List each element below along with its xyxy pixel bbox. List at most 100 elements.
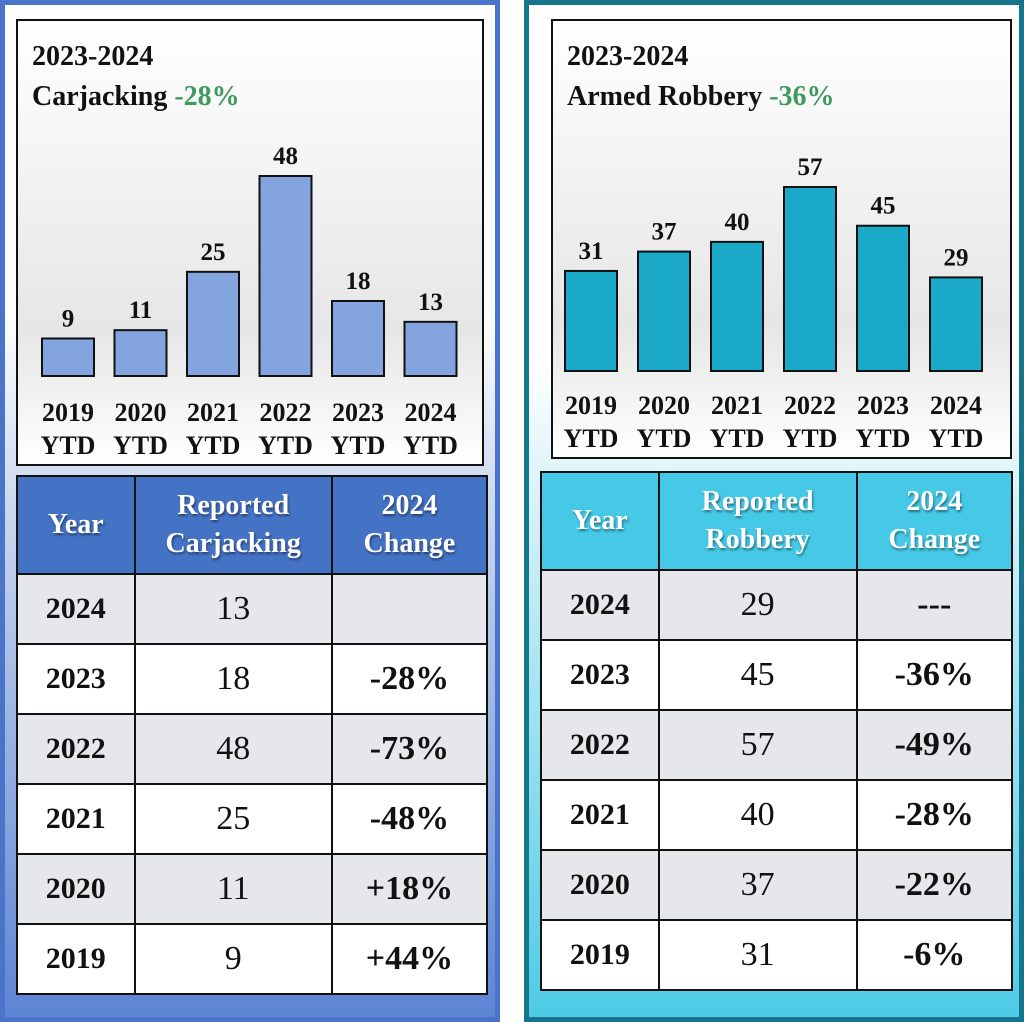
year-cell: 2020 bbox=[540, 849, 660, 921]
table-row: 2019 31 -6% bbox=[540, 919, 1014, 991]
count-cell: 9 bbox=[133, 923, 333, 995]
count-cell: 13 bbox=[133, 573, 333, 645]
x-tick-label: 2023 bbox=[857, 391, 909, 420]
year-cell: 2022 bbox=[540, 709, 660, 781]
year-cell: 2020 bbox=[16, 853, 136, 925]
table-row: 2024 29 --- bbox=[540, 569, 1014, 641]
x-tick-label: 2022 bbox=[784, 391, 836, 420]
data-label: 13 bbox=[418, 289, 443, 316]
bar bbox=[856, 224, 910, 372]
armed-robbery-title-pct: -36% bbox=[769, 81, 835, 112]
change-cell: -49% bbox=[855, 709, 1014, 781]
year-cell: 2024 bbox=[16, 573, 136, 645]
count-cell: 25 bbox=[133, 783, 333, 855]
change-cell: -28% bbox=[330, 643, 489, 715]
year-cell: 2022 bbox=[16, 713, 136, 785]
data-label: 18 bbox=[346, 268, 371, 295]
data-label: 11 bbox=[129, 297, 153, 324]
x-tick-label-suffix: YTD bbox=[783, 424, 838, 453]
table-row: 2023 45 -36% bbox=[540, 639, 1014, 711]
change-cell: -48% bbox=[330, 783, 489, 855]
x-tick-label-suffix: YTD bbox=[929, 424, 984, 453]
armed-robbery-bar-chart: 31 2019 YTD 37 2020 YTD 40 2021 YTD 57 2022 YTD 45 20… bbox=[564, 154, 984, 453]
header-reported: Reported Carjacking bbox=[133, 475, 333, 575]
carjacking-table: Year Reported Carjacking 2024 Change 2024 1… bbox=[16, 475, 489, 995]
change-cell: -36% bbox=[855, 639, 1014, 711]
carjacking-chart-title: 2023-2024 Carjacking -28% bbox=[32, 37, 240, 117]
x-tick-label: 2021 bbox=[187, 398, 239, 427]
x-tick-label-suffix: YTD bbox=[258, 431, 313, 460]
change-cell: -6% bbox=[855, 919, 1014, 991]
data-label: 40 bbox=[725, 209, 750, 236]
year-cell: 2019 bbox=[16, 923, 136, 995]
x-tick-label: 2021 bbox=[711, 391, 763, 420]
bar bbox=[41, 337, 95, 377]
bar bbox=[113, 329, 168, 377]
bar bbox=[783, 186, 837, 372]
carjacking-title-pct: -28% bbox=[174, 81, 240, 112]
table-row: 2020 37 -22% bbox=[540, 849, 1014, 921]
table-row: 2021 40 -28% bbox=[540, 779, 1014, 851]
x-tick-label: 2023 bbox=[332, 398, 384, 427]
count-cell: 45 bbox=[657, 639, 858, 711]
header-change: 2024 Change bbox=[330, 475, 489, 575]
x-tick-label-suffix: YTD bbox=[41, 431, 96, 460]
year-cell: 2023 bbox=[16, 643, 136, 715]
count-cell: 31 bbox=[657, 919, 858, 991]
year-cell: 2021 bbox=[16, 783, 136, 855]
change-cell: -22% bbox=[855, 849, 1014, 921]
data-label: 37 bbox=[652, 219, 677, 246]
year-cell: 2021 bbox=[540, 779, 660, 851]
x-tick-label: 2020 bbox=[115, 398, 167, 427]
x-tick-label: 2024 bbox=[405, 398, 457, 427]
carjacking-chart: 2023-2024 Carjacking -28% 9 2019 YTD 11 2020… bbox=[16, 19, 484, 466]
count-cell: 11 bbox=[133, 853, 333, 925]
x-tick-label-suffix: YTD bbox=[403, 431, 458, 460]
change-cell: +44% bbox=[330, 923, 489, 995]
x-tick-label: 2019 bbox=[42, 398, 94, 427]
x-tick-label-suffix: YTD bbox=[186, 431, 241, 460]
count-cell: 37 bbox=[657, 849, 858, 921]
carjacking-panel: 2023-2024 Carjacking -28% 9 2019 YTD 11 2020… bbox=[0, 0, 500, 1022]
x-tick-label-suffix: YTD bbox=[113, 431, 168, 460]
change-cell: -28% bbox=[855, 779, 1014, 851]
table-row: 2019 9 +44% bbox=[16, 923, 489, 995]
count-cell: 40 bbox=[657, 779, 858, 851]
change-cell: --- bbox=[855, 569, 1014, 641]
year-cell: 2024 bbox=[540, 569, 660, 641]
x-tick-label-suffix: YTD bbox=[856, 424, 911, 453]
carjacking-title-years: 2023-2024 bbox=[32, 41, 154, 72]
table-row: 2021 25 -48% bbox=[16, 783, 489, 855]
table-row: 2020 11 +18% bbox=[16, 853, 489, 925]
table-row: 2023 18 -28% bbox=[16, 643, 489, 715]
data-label: 48 bbox=[273, 143, 298, 170]
armed-robbery-table: Year Reported Robbery 2024 Change 2024 29 --… bbox=[540, 471, 1014, 991]
count-cell: 48 bbox=[133, 713, 333, 785]
data-label: 45 bbox=[871, 193, 896, 220]
carjacking-bar-chart: 9 2019 YTD 11 2020 YTD 25 2021 YTD 48 2022 YTD 18 202… bbox=[41, 143, 458, 460]
x-tick-label: 2022 bbox=[260, 398, 312, 427]
x-tick-label-suffix: YTD bbox=[637, 424, 692, 453]
header-reported: Reported Robbery bbox=[657, 471, 858, 571]
data-label: 29 bbox=[944, 244, 969, 271]
change-cell: +18% bbox=[330, 853, 489, 925]
x-tick-label-suffix: YTD bbox=[564, 424, 619, 453]
header-year: Year bbox=[540, 471, 660, 571]
x-tick-label-suffix: YTD bbox=[710, 424, 765, 453]
bar bbox=[637, 250, 691, 372]
bar bbox=[564, 269, 618, 372]
change-cell: -73% bbox=[330, 713, 489, 785]
header-year: Year bbox=[16, 475, 136, 575]
bar bbox=[331, 300, 385, 377]
armed-robbery-panel: 2023-2024 Armed Robbery -36% 31 2019 YTD 37… bbox=[524, 0, 1024, 1022]
bar bbox=[403, 320, 458, 378]
data-label: 9 bbox=[62, 306, 75, 333]
table-row: 2022 57 -49% bbox=[540, 709, 1014, 781]
x-tick-label: 2019 bbox=[565, 391, 617, 420]
x-tick-label-suffix: YTD bbox=[331, 431, 386, 460]
count-cell: 18 bbox=[133, 643, 333, 715]
year-cell: 2019 bbox=[540, 919, 660, 991]
armed-robbery-title-years: 2023-2024 bbox=[567, 41, 689, 72]
armed-robbery-title-label: Armed Robbery bbox=[567, 81, 763, 112]
count-cell: 57 bbox=[657, 709, 858, 781]
